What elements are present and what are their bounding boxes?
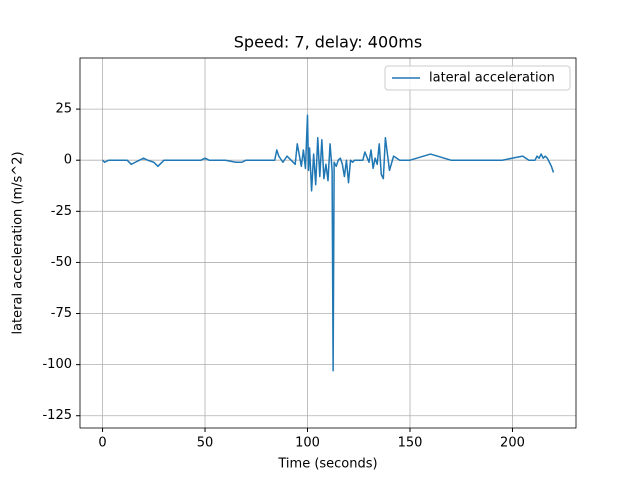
y-axis-label: lateral acceleration (m/s^2) xyxy=(11,151,26,334)
chart-title: Speed: 7, delay: 400ms xyxy=(234,33,422,52)
x-tick-label: 200 xyxy=(500,436,525,451)
legend-box xyxy=(384,65,571,91)
x-tick-label: 150 xyxy=(398,436,423,451)
plot-frame xyxy=(79,57,577,429)
y-tick-label: 25 xyxy=(55,102,72,117)
x-tick-label: 0 xyxy=(98,436,106,451)
y-tick-label: -125 xyxy=(42,408,72,423)
x-tick-label: 100 xyxy=(295,436,320,451)
y-tick-label: -100 xyxy=(42,357,72,372)
x-tick-label: 50 xyxy=(197,436,214,451)
y-tick-label: 0 xyxy=(64,153,72,168)
y-tick-label: -25 xyxy=(51,204,72,219)
y-tick-label: -50 xyxy=(51,255,72,270)
y-tick-label: -75 xyxy=(51,306,72,321)
x-axis-label: Time (seconds) xyxy=(277,457,377,472)
data-line xyxy=(102,114,555,372)
legend-label: lateral acceleration xyxy=(429,71,555,86)
